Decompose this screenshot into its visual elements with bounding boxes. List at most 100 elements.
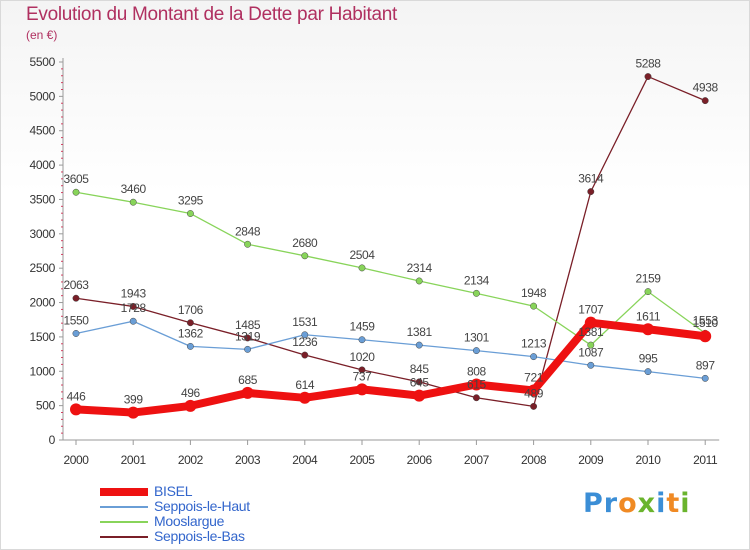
y-tick-label: 1000 bbox=[30, 364, 56, 378]
data-point bbox=[644, 73, 652, 81]
chart-unit: (en €) bbox=[26, 28, 58, 42]
data-point bbox=[129, 317, 137, 325]
x-tick-label: 2011 bbox=[693, 453, 718, 467]
data-point bbox=[699, 330, 712, 343]
data-point bbox=[415, 341, 423, 349]
data-label: 1948 bbox=[521, 286, 547, 300]
x-tick-label: 2010 bbox=[635, 453, 661, 467]
y-tick-label: 4000 bbox=[30, 158, 56, 172]
series-line bbox=[75, 320, 706, 380]
data-point bbox=[358, 336, 366, 344]
y-tick-label: 4500 bbox=[30, 124, 56, 138]
y-tick-label: 3500 bbox=[30, 192, 56, 206]
data-point bbox=[472, 289, 480, 297]
x-tick-label: 2004 bbox=[292, 453, 318, 467]
data-point bbox=[184, 399, 197, 412]
data-point bbox=[72, 188, 80, 196]
data-point bbox=[129, 303, 137, 310]
data-label: 1459 bbox=[349, 320, 375, 334]
data-label: 1706 bbox=[178, 303, 204, 317]
data-label: 737 bbox=[353, 369, 373, 383]
data-label: 1550 bbox=[63, 313, 89, 327]
data-point bbox=[244, 345, 252, 353]
y-tick-label: 2500 bbox=[30, 261, 56, 275]
data-point bbox=[644, 368, 652, 376]
data-point bbox=[301, 351, 309, 359]
data-point bbox=[701, 97, 709, 105]
series-line bbox=[75, 191, 706, 346]
data-label: 2159 bbox=[635, 272, 661, 286]
data-label: 2063 bbox=[63, 278, 89, 292]
x-tick-label: 2009 bbox=[578, 453, 604, 467]
data-point bbox=[72, 294, 80, 302]
data-point bbox=[470, 378, 483, 391]
data-label: 446 bbox=[67, 389, 87, 403]
data-point bbox=[415, 378, 423, 386]
legend-swatch bbox=[100, 505, 148, 508]
data-point bbox=[70, 403, 82, 416]
y-tick-label: 2000 bbox=[30, 296, 56, 310]
data-point bbox=[701, 374, 709, 382]
data-point bbox=[472, 394, 480, 402]
data-label: 2314 bbox=[407, 261, 433, 275]
y-tick-label: 0 bbox=[49, 433, 56, 447]
data-point bbox=[301, 331, 309, 339]
data-label: 2848 bbox=[235, 224, 261, 238]
data-label: 1728 bbox=[121, 301, 147, 315]
data-label: 5288 bbox=[635, 57, 661, 71]
data-label: 897 bbox=[696, 358, 716, 372]
data-label: 1553 bbox=[693, 313, 719, 327]
data-point bbox=[241, 386, 254, 399]
data-point bbox=[584, 316, 597, 329]
legend-item: BISEL bbox=[100, 484, 250, 499]
data-label: 845 bbox=[410, 362, 430, 376]
y-tick-label: 1500 bbox=[30, 330, 56, 344]
data-label: 1213 bbox=[521, 337, 547, 351]
data-label: 808 bbox=[467, 364, 487, 378]
data-point bbox=[530, 353, 538, 361]
data-label: 721 bbox=[524, 370, 544, 384]
legend: BISEL Seppois-le-Haut Mooslargue Seppois-le… bbox=[100, 484, 250, 544]
data-point bbox=[415, 277, 423, 285]
y-tick-label: 5500 bbox=[30, 55, 56, 69]
data-label: 1301 bbox=[464, 331, 490, 345]
proxiti-logo: Proxiti bbox=[583, 488, 691, 519]
data-point bbox=[244, 240, 252, 248]
data-label: 645 bbox=[410, 376, 430, 390]
legend-swatch bbox=[100, 520, 148, 523]
data-point bbox=[301, 252, 309, 260]
data-label: 2680 bbox=[292, 236, 318, 250]
data-label: 1020 bbox=[349, 350, 375, 364]
series-line bbox=[75, 75, 706, 408]
data-label: 1707 bbox=[578, 303, 604, 317]
data-label: 1510 bbox=[693, 316, 719, 330]
data-point bbox=[72, 330, 80, 337]
data-label: 3614 bbox=[578, 172, 604, 186]
x-tick-label: 2003 bbox=[235, 453, 261, 467]
data-point bbox=[186, 210, 194, 217]
data-point bbox=[587, 341, 595, 349]
data-label: 1611 bbox=[636, 309, 661, 323]
series-line bbox=[72, 318, 710, 417]
y-tick-label: 5000 bbox=[30, 89, 56, 103]
data-point bbox=[358, 264, 366, 272]
data-label: 2134 bbox=[464, 273, 490, 287]
data-point bbox=[413, 389, 426, 402]
legend-item: Seppois-le-Bas bbox=[100, 529, 250, 544]
data-point bbox=[530, 302, 538, 310]
data-label: 399 bbox=[124, 393, 144, 407]
legend-label: BISEL bbox=[154, 483, 193, 499]
data-point bbox=[129, 198, 137, 206]
data-label: 1381 bbox=[578, 325, 604, 339]
data-point bbox=[356, 383, 368, 396]
data-label: 1087 bbox=[578, 345, 604, 359]
legend-label: Mooslargue bbox=[154, 513, 225, 529]
data-point bbox=[298, 391, 311, 404]
data-label: 3605 bbox=[63, 172, 89, 186]
data-point bbox=[186, 342, 194, 350]
data-label: 3295 bbox=[178, 194, 204, 208]
data-point bbox=[244, 334, 252, 342]
data-point bbox=[642, 323, 654, 336]
legend-item: Mooslargue bbox=[100, 514, 250, 529]
